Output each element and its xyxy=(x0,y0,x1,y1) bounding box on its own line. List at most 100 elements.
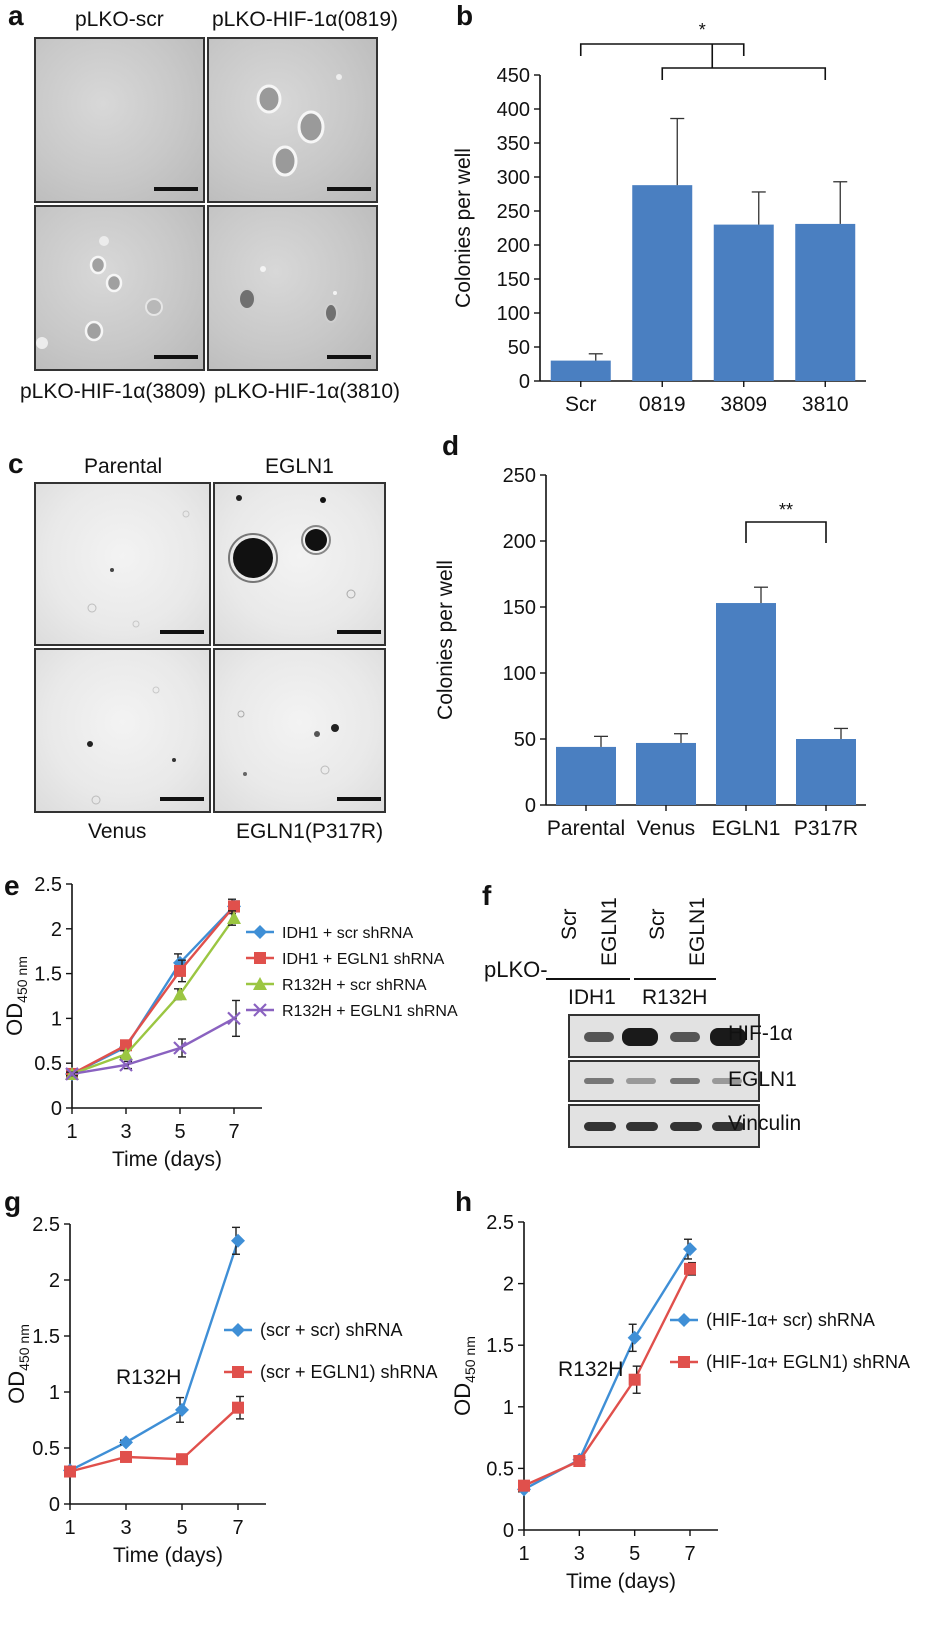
x-marker xyxy=(119,1058,133,1072)
bar xyxy=(713,224,774,381)
legend-label: (HIF-1α+ EGLN1) shRNA xyxy=(706,1352,910,1372)
bar xyxy=(632,185,693,381)
x-axis-label: Time (days) xyxy=(113,1544,223,1567)
y-tick-label: 100 xyxy=(497,303,530,325)
x-tick-label: 7 xyxy=(684,1543,695,1565)
group-label: R132H xyxy=(642,986,708,1009)
y-axis-label-main: OD xyxy=(2,1003,27,1036)
image-label: pLKO-HIF-1α(0819) xyxy=(212,8,399,31)
y-tick-label: 2 xyxy=(49,1270,60,1292)
triangle-marker xyxy=(119,1047,133,1061)
panel-letter-d: d xyxy=(442,430,460,461)
x-tick-label: 0819 xyxy=(639,393,686,416)
diamond-marker xyxy=(231,1233,245,1248)
y-tick-label: 1.5 xyxy=(486,1335,514,1357)
scale-bar xyxy=(327,355,371,359)
panel-letter-a: a xyxy=(8,0,24,31)
y-tick-label: 50 xyxy=(508,337,530,359)
y-axis-label: OD450 nm xyxy=(2,956,30,1036)
y-tick-label: 0.5 xyxy=(34,1053,62,1075)
y-tick-label: 50 xyxy=(514,729,536,751)
y-axis-label-sub: 450 nm xyxy=(14,956,30,1003)
significance-bracket xyxy=(745,521,827,543)
x-marker xyxy=(65,1067,79,1081)
group-line xyxy=(546,978,630,980)
y-tick-label: 100 xyxy=(503,663,536,685)
micrograph xyxy=(207,37,378,203)
panel-letter-f: f xyxy=(482,880,492,911)
image-label: Venus xyxy=(88,820,147,843)
line-chart-e: 0 0.5 1 1.5 2 2.5 1 3 5 7 Time (days) OD450 nm IDH1 … xyxy=(2,874,458,1171)
panel-letter-c: c xyxy=(8,448,24,479)
significance-marker: * xyxy=(699,20,706,40)
colony-spots xyxy=(238,266,338,323)
micrograph xyxy=(34,37,205,203)
y-axis-label: OD450 nm xyxy=(450,1336,478,1416)
micrograph xyxy=(207,205,378,371)
square-marker xyxy=(120,1450,132,1463)
scale-bar xyxy=(154,355,198,359)
x-tick-label: Venus xyxy=(637,817,695,840)
legend-label: (scr + EGLN1) shRNA xyxy=(260,1362,438,1382)
diamond-marker xyxy=(627,1330,642,1345)
blot-label: HIF-1α xyxy=(728,1022,793,1045)
y-axis-label: Colonies per well xyxy=(452,148,475,308)
colony-spots xyxy=(256,74,342,177)
square-marker xyxy=(678,1356,690,1368)
x-marker xyxy=(227,1011,241,1026)
annotation-label: R132H xyxy=(116,1366,181,1389)
x-tick-label: 1 xyxy=(66,1121,77,1143)
y-axis-label-sub: 450 nm xyxy=(16,1324,32,1371)
x-tick-label: 5 xyxy=(629,1543,640,1565)
bar-chart-d: 0 50 100 150 200 250 Parental Venus EGLN1 P317R Co… xyxy=(434,465,866,840)
y-axis-label-main: OD xyxy=(450,1383,475,1416)
blot-row-egln1 xyxy=(568,1060,760,1102)
y-tick-label: 300 xyxy=(497,167,530,189)
micrograph xyxy=(213,482,386,646)
y-tick-label: 1 xyxy=(503,1397,514,1419)
scale-bar xyxy=(337,630,381,634)
legend-label: (HIF-1α+ scr) shRNA xyxy=(706,1310,875,1330)
triangle-marker xyxy=(253,977,267,990)
series-line xyxy=(523,1268,692,1487)
y-tick-label: 1.5 xyxy=(34,964,62,986)
bar xyxy=(636,742,696,805)
panel-letter-g: g xyxy=(4,1186,22,1217)
x-marker xyxy=(253,1003,267,1017)
bar-chart-b: 0 50 100 150 200 250 300 350 400 450 Scr 0819 3809 38… xyxy=(452,20,866,416)
image-label: pLKO-HIF-1α(3809) xyxy=(20,380,207,403)
diamond-marker xyxy=(175,1402,189,1417)
x-tick-label: 3809 xyxy=(720,393,767,416)
image-label: Parental xyxy=(84,455,163,478)
colony-spots xyxy=(237,710,339,776)
y-tick-label: 0 xyxy=(51,1098,62,1120)
square-marker xyxy=(573,1455,586,1468)
bar xyxy=(716,603,776,805)
series-line xyxy=(69,1406,239,1473)
square-marker xyxy=(254,952,266,964)
panel-letter-b: b xyxy=(456,0,474,31)
blot-label: Vinculin xyxy=(728,1112,802,1135)
colony-spots xyxy=(87,510,190,628)
x-tick-label: 5 xyxy=(176,1517,187,1539)
series-line xyxy=(71,917,235,1076)
square-marker xyxy=(518,1479,530,1492)
significance-marker: ** xyxy=(779,500,793,520)
y-axis-label: OD450 nm xyxy=(4,1324,32,1404)
y-axis-label-main: OD xyxy=(4,1371,29,1404)
x-tick-label: Parental xyxy=(547,817,625,840)
y-tick-label: 200 xyxy=(503,531,536,553)
blot-row-vinculin xyxy=(568,1104,760,1148)
square-marker xyxy=(232,1366,244,1378)
y-tick-label: 2.5 xyxy=(486,1212,514,1234)
y-tick-label: 250 xyxy=(503,465,536,487)
x-tick-label: Scr xyxy=(565,393,597,416)
y-tick-label: 0 xyxy=(49,1494,60,1516)
y-tick-label: 2 xyxy=(503,1274,514,1296)
x-tick-label: 5 xyxy=(174,1121,185,1143)
scale-bar xyxy=(327,187,371,191)
y-tick-label: 200 xyxy=(497,235,530,257)
bar xyxy=(556,746,616,805)
legend-label: IDH1 + EGLN1 shRNA xyxy=(282,951,445,968)
panel-letter-h: h xyxy=(455,1186,473,1217)
